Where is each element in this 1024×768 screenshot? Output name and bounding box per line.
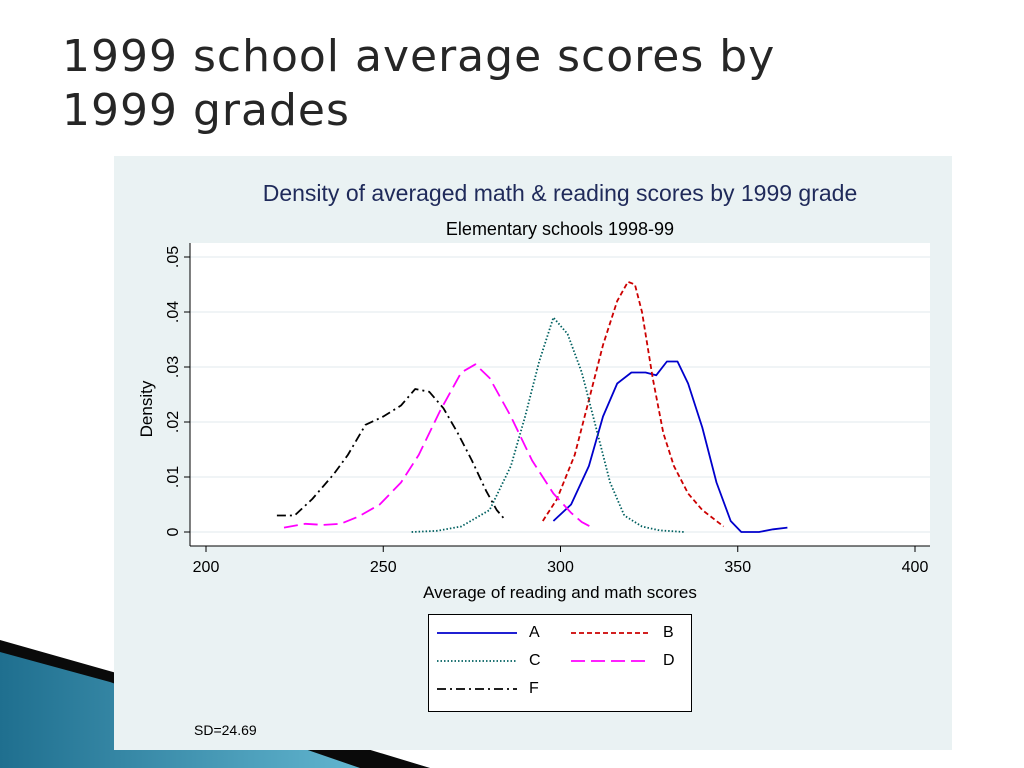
grid-lines [190, 256, 930, 533]
chart-legend: A B C D F [428, 614, 692, 712]
y-tick-label: .01 [165, 466, 182, 488]
x-tick-label: 200 [193, 559, 220, 576]
series-lines [276, 280, 788, 533]
slide-title-line-1: 1999 school average scores by [62, 31, 776, 82]
legend-item-b: B [571, 623, 689, 643]
x-tick-label: 250 [370, 559, 397, 576]
legend-label: B [663, 624, 674, 641]
series-line-f [276, 388, 505, 519]
sd-note: SD=24.69 [194, 722, 257, 738]
plot-area [190, 243, 930, 546]
legend-label: D [663, 652, 675, 669]
series-line-c [411, 316, 685, 533]
slide-title: 1999 school average scores by 1999 grade… [62, 30, 962, 138]
x-tick-label: 400 [902, 559, 929, 576]
legend-label: C [529, 652, 541, 669]
slide-title-line-2: 1999 grades [62, 85, 350, 136]
axes: 0 .01 .02 .03 .04 .05 200 250 300 350 400 [165, 243, 930, 576]
chart-panel: Density of averaged math & reading score… [114, 156, 952, 750]
legend-swatch [437, 660, 517, 662]
chart-subtitle: Elementary schools 1998-99 [446, 219, 674, 239]
series-line-a [552, 360, 788, 533]
series-line-b [542, 280, 725, 528]
legend-item-f: F [437, 679, 555, 699]
legend-swatch [571, 632, 651, 634]
legend-item-c: C [437, 651, 555, 671]
legend-label: A [529, 624, 540, 641]
y-axis-label: Density [137, 380, 156, 437]
series-line-d [283, 363, 593, 529]
y-tick-label: 0 [165, 527, 182, 536]
x-tick-label: 350 [724, 559, 751, 576]
x-axis-label: Average of reading and math scores [423, 583, 697, 602]
legend-item-a: A [437, 623, 555, 643]
legend-swatch [437, 688, 517, 690]
legend-swatch [571, 660, 651, 662]
y-tick-label: .04 [165, 301, 182, 323]
legend-label: F [529, 680, 539, 697]
legend-item-d: D [571, 651, 689, 671]
legend-swatch [437, 632, 517, 634]
y-tick-label: .02 [165, 411, 182, 433]
density-chart: Density of averaged math & reading score… [137, 180, 930, 602]
y-tick-label: .05 [165, 246, 182, 268]
x-tick-label: 300 [547, 559, 574, 576]
y-tick-label: .03 [165, 356, 182, 378]
chart-title: Density of averaged math & reading score… [263, 180, 858, 206]
